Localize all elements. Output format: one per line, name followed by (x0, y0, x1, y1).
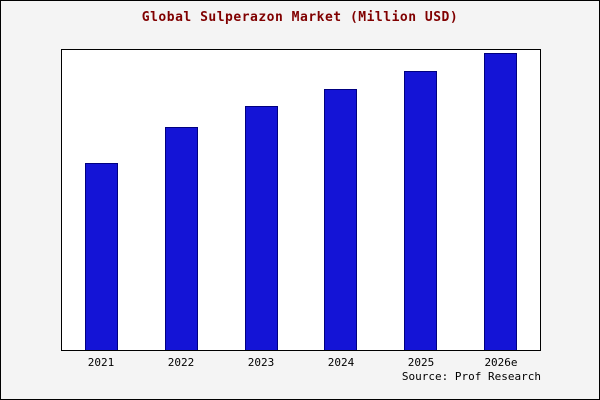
bar-2021 (85, 162, 119, 350)
bar-column-2024 (301, 50, 381, 350)
plot-area (61, 49, 541, 351)
bar-column-2023 (221, 50, 301, 350)
bar-2026e (483, 52, 517, 350)
bar-2022 (165, 127, 198, 350)
bar-2025 (404, 70, 438, 350)
chart-title: Global Sulperazon Market (Million USD) (141, 10, 459, 25)
bars-container (62, 50, 540, 350)
source-note: Source: Prof Research (401, 370, 541, 383)
x-tick-2024: 2024 (327, 356, 355, 369)
bar-column-2025 (381, 50, 461, 350)
bar-column-2021 (62, 50, 142, 350)
x-tick-2021: 2021 (87, 356, 115, 369)
x-axis-tick-labels: 2021 2022 2023 2024 2025 2026e (61, 356, 541, 369)
x-tick-2025: 2025 (407, 356, 435, 369)
bar-column-2026e (460, 50, 540, 350)
x-tick-2026e: 2026e (484, 356, 518, 369)
bar-column-2022 (142, 50, 222, 350)
x-tick-2023: 2023 (247, 356, 275, 369)
bar-2023 (244, 106, 278, 350)
bar-2024 (324, 88, 358, 350)
x-tick-2022: 2022 (167, 356, 195, 369)
